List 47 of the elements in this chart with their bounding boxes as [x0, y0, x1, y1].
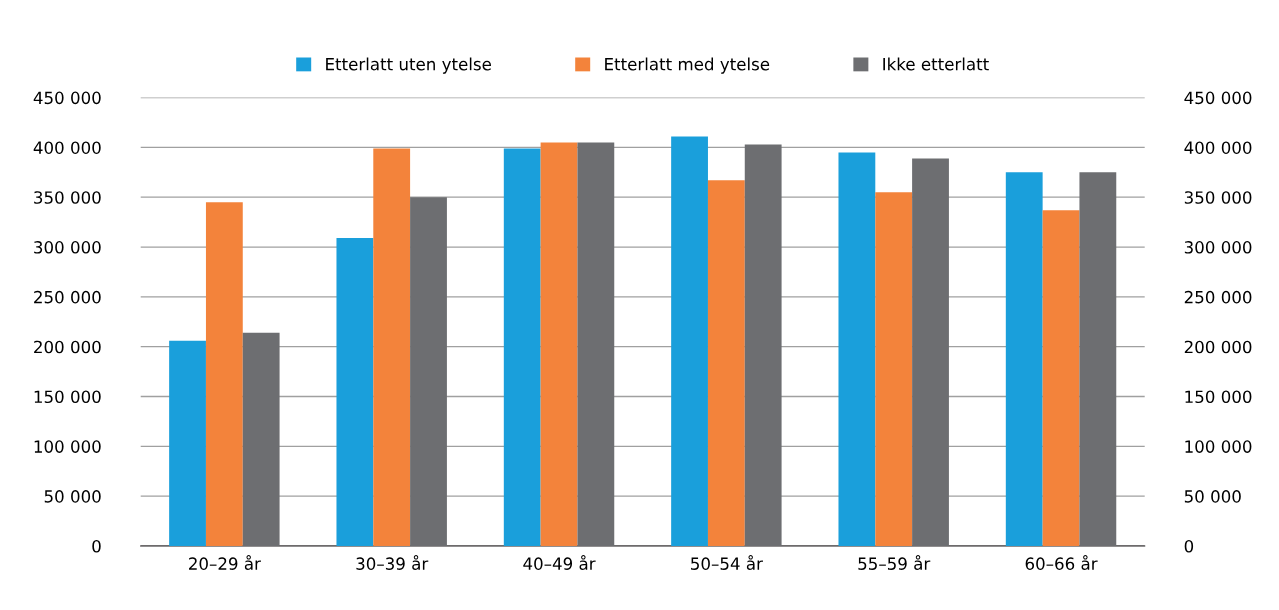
y2-tick-label: 400 000	[1184, 141, 1252, 154]
y-tick-label: 0	[92, 539, 101, 553]
legend-label: Etterlatt med ytelse	[605, 57, 770, 74]
bar	[540, 142, 578, 546]
x-tick-label: 40–49 år	[523, 555, 596, 570]
bar	[169, 340, 206, 546]
y2-tick-label: 50 000	[1184, 490, 1241, 503]
bar	[410, 197, 447, 546]
x-tick-label: 30–39 år	[356, 555, 429, 570]
y-tick-label: 350 000	[34, 191, 101, 204]
bar	[912, 158, 949, 546]
y2-tick-label: 200 000	[1184, 340, 1252, 354]
bar	[744, 144, 782, 546]
x-tick-label: 50–54 år	[691, 555, 763, 570]
bar	[1079, 172, 1117, 546]
x-tick-label: 55–59 år	[858, 555, 931, 570]
bar	[875, 192, 913, 546]
bar	[671, 136, 708, 546]
y2-tick-label: 300 000	[1184, 241, 1252, 254]
y-tick-label: 400 000	[33, 141, 101, 154]
y2-tick-label: 0	[1184, 539, 1194, 553]
legend-label: Ikke etterlatt	[883, 57, 989, 71]
bar	[577, 142, 615, 546]
y2-tick-label: 350 000	[1184, 191, 1252, 204]
y2-tick-label: 450 000	[1184, 91, 1252, 105]
bar	[1005, 172, 1043, 546]
bar	[503, 148, 541, 546]
bar	[838, 152, 876, 546]
y-tick-label: 200 000	[34, 340, 101, 354]
bar	[336, 238, 374, 546]
bar	[242, 332, 280, 546]
y2-tick-label: 100 000	[1185, 440, 1252, 453]
y-tick-label: 300 000	[34, 241, 101, 254]
bar	[373, 148, 411, 546]
y-tick-label: 150 000	[34, 390, 101, 404]
bar	[205, 202, 243, 546]
y-tick-label: 50 000	[44, 490, 101, 503]
y-tick-label: 100 000	[34, 440, 101, 453]
y2-tick-label: 250 000	[1184, 290, 1252, 304]
bar	[707, 180, 745, 546]
x-tick-label: 60–66 år	[1025, 555, 1098, 570]
y-tick-label: 250 000	[34, 290, 101, 304]
y-tick-label: 450 000	[33, 91, 101, 105]
y2-tick-label: 150 000	[1185, 390, 1252, 404]
bar	[1042, 210, 1080, 546]
legend-label: Etterlatt uten ytelse	[326, 57, 491, 74]
x-tick-label: 20–29 år	[189, 555, 261, 570]
